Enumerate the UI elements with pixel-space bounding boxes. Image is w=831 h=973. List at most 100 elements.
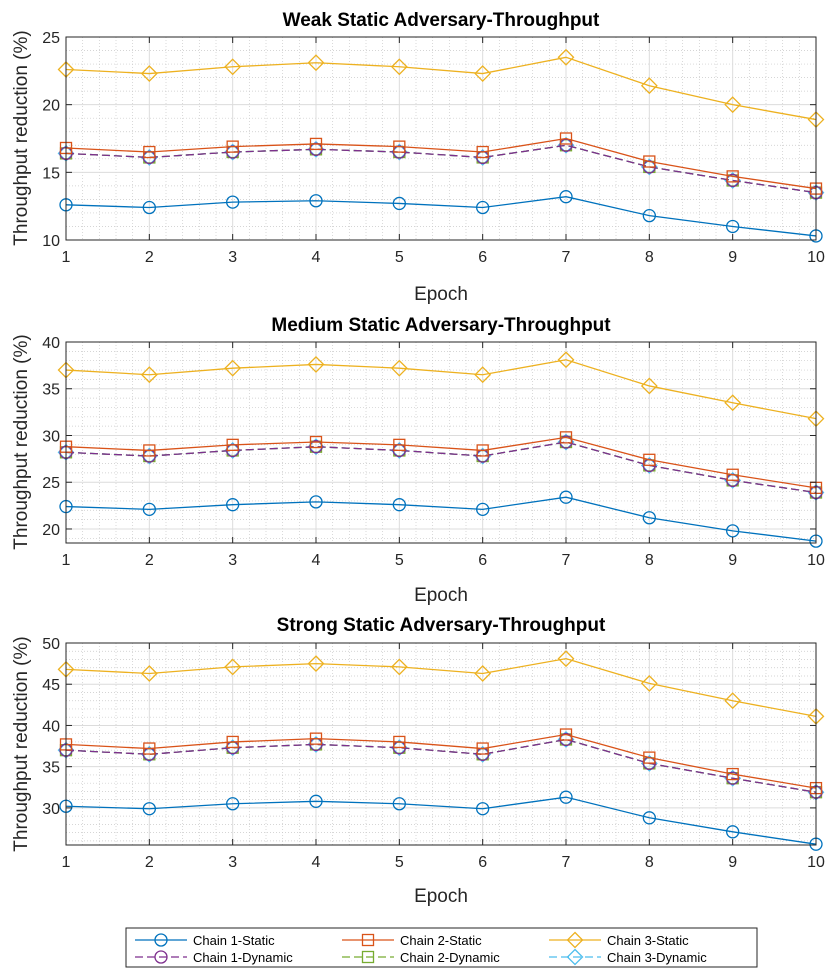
data-point xyxy=(642,208,656,223)
data-point xyxy=(559,490,573,504)
data-point xyxy=(476,742,489,755)
x-tick-label: 9 xyxy=(728,552,737,569)
chart-panel-medium: Medium Static Adversary-Throughput 1 2 3 4 5… xyxy=(11,315,825,606)
legend-swatch-marker xyxy=(361,950,375,964)
data-point xyxy=(557,48,575,66)
data-point xyxy=(142,502,156,516)
x-tick-label: 10 xyxy=(807,249,825,266)
legend-entry-c3d: Chain 3-Dynamic xyxy=(549,948,707,966)
x-tick-label: 5 xyxy=(395,552,404,569)
plot-area xyxy=(66,37,816,240)
data-point xyxy=(559,790,573,804)
data-point xyxy=(559,728,573,741)
data-point xyxy=(226,438,239,451)
legend-label: Chain 2-Static xyxy=(400,933,482,948)
axes-box xyxy=(65,36,817,241)
data-point xyxy=(390,359,408,377)
y-tick-label: 50 xyxy=(42,636,60,653)
data-point xyxy=(307,655,325,673)
series-line xyxy=(65,196,817,237)
data-point xyxy=(393,140,406,153)
x-tick-label: 10 xyxy=(807,552,825,569)
data-point xyxy=(393,735,406,749)
data-point xyxy=(726,170,739,183)
data-point xyxy=(226,498,240,512)
x-tick-label: 4 xyxy=(312,854,321,871)
x-tick-label: 1 xyxy=(62,552,71,569)
data-point xyxy=(224,359,242,377)
series-line xyxy=(65,441,817,494)
data-point xyxy=(642,511,656,525)
y-tick-label: 30 xyxy=(42,428,60,445)
legend-swatch-marker xyxy=(361,933,375,947)
data-point xyxy=(643,155,656,168)
x-tick-label: 3 xyxy=(228,552,237,569)
data-point xyxy=(393,438,406,451)
data-point xyxy=(724,96,742,114)
data-point xyxy=(476,200,490,215)
data-point xyxy=(392,498,406,512)
series-c2s xyxy=(59,431,823,494)
legend-entry-c3s: Chain 3-Static xyxy=(549,931,689,949)
axes-box xyxy=(65,642,817,846)
data-point xyxy=(392,196,406,211)
data-point xyxy=(559,138,573,152)
data-point xyxy=(307,356,325,373)
axes-box xyxy=(65,341,817,544)
x-tick-label: 9 xyxy=(728,854,737,871)
y-axis-label: Throughput reduction (%) xyxy=(11,334,32,549)
data-point xyxy=(142,200,156,215)
data-point xyxy=(557,650,575,668)
data-point xyxy=(559,190,573,204)
data-point xyxy=(726,219,740,234)
y-tick-label: 20 xyxy=(42,98,60,115)
data-point xyxy=(474,665,492,682)
y-tick-label: 35 xyxy=(42,760,60,777)
y-tick-label: 45 xyxy=(42,677,60,694)
data-point xyxy=(476,502,490,516)
data-point xyxy=(559,431,573,444)
data-point xyxy=(557,351,575,369)
legend-swatch-marker xyxy=(566,931,584,949)
data-point xyxy=(726,468,739,481)
legend-swatch-marker xyxy=(154,933,168,947)
data-point xyxy=(309,194,323,208)
chart-title: Weak Static Adversary-Throughput xyxy=(283,10,600,31)
data-point xyxy=(309,137,323,151)
y-tick-label: 30 xyxy=(42,801,60,818)
legend-entry-c2s: Chain 2-Static xyxy=(342,933,482,948)
data-point xyxy=(642,811,656,825)
data-point xyxy=(726,767,739,781)
x-tick-label: 1 xyxy=(62,854,71,871)
data-point xyxy=(474,366,492,384)
x-tick-label: 7 xyxy=(562,552,571,569)
data-point xyxy=(224,658,242,676)
legend-label: Chain 1-Static xyxy=(193,933,275,948)
chart-title: Medium Static Adversary-Throughput xyxy=(271,315,611,336)
x-tick-label: 5 xyxy=(395,249,404,266)
data-point xyxy=(143,444,156,457)
chart-title: Strong Static Adversary-Throughput xyxy=(277,615,606,636)
data-point xyxy=(309,794,323,808)
series-c3s xyxy=(57,650,825,725)
data-point xyxy=(142,802,156,816)
x-tick-label: 6 xyxy=(478,854,487,871)
x-tick-label: 8 xyxy=(645,552,654,569)
data-point xyxy=(559,132,573,145)
x-tick-label: 8 xyxy=(645,249,654,266)
x-tick-label: 4 xyxy=(312,249,321,266)
data-point xyxy=(476,802,490,816)
legend-label: Chain 2-Dynamic xyxy=(400,950,500,965)
x-tick-label: 9 xyxy=(728,249,737,266)
series-line xyxy=(65,436,817,489)
legend-swatch-marker xyxy=(154,950,168,964)
plot-area xyxy=(66,643,816,845)
y-tick-label: 25 xyxy=(42,30,60,47)
y-tick-label: 10 xyxy=(42,233,60,250)
data-point xyxy=(309,495,323,509)
series-line xyxy=(65,56,817,121)
y-axis-label: Throughput reduction (%) xyxy=(11,636,32,851)
data-point xyxy=(226,140,239,153)
